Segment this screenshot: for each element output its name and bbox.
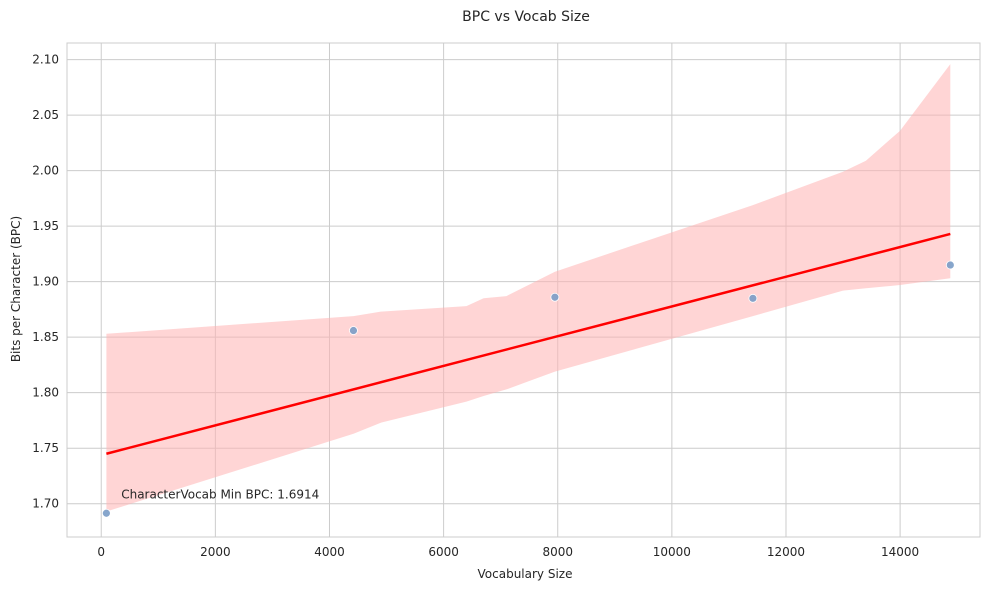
data-point — [945, 260, 955, 270]
x-tick-label: 2000 — [200, 545, 231, 559]
x-tick-label: 10000 — [653, 545, 691, 559]
chart-title: BPC vs Vocab Size — [462, 9, 590, 25]
y-tick-labels: 1.70 1.75 1.80 1.85 1.90 1.95 2.00 2.05 2.10 — [32, 53, 59, 511]
data-points — [101, 260, 955, 518]
data-point — [349, 326, 358, 335]
min-bpc-annotation: CharacterVocab Min BPC: 1.6914 — [121, 488, 319, 502]
data-point — [748, 293, 758, 303]
x-tick-label: 0 — [97, 545, 105, 559]
x-tick-label: 6000 — [428, 545, 459, 559]
y-tick-label: 1.90 — [32, 275, 59, 289]
regression-line-path — [106, 232, 951, 455]
x-axis-label: Vocabulary Size — [478, 567, 573, 581]
y-tick-label: 1.95 — [32, 219, 59, 233]
x-tick-label: 4000 — [314, 545, 345, 559]
y-tick-label: 1.70 — [32, 497, 59, 511]
y-tick-label: 1.75 — [32, 441, 59, 455]
y-axis-label: Bits per Character (BPC) — [9, 216, 23, 362]
confidence-band-area — [106, 64, 951, 512]
plot-frame — [66, 42, 981, 538]
confidence-band — [106, 64, 951, 512]
regression-line — [106, 232, 951, 455]
y-tick-label: 2.00 — [32, 164, 59, 178]
x-tick-labels: 0 2000 4000 6000 8000 10000 12000 14000 — [97, 545, 919, 559]
data-point — [550, 292, 560, 302]
x-tick-label: 14000 — [881, 545, 919, 559]
y-tick-label: 2.10 — [32, 53, 59, 67]
x-tick-label: 12000 — [767, 545, 805, 559]
y-tick-label: 2.05 — [32, 108, 59, 122]
y-tick-label: 1.80 — [32, 386, 59, 400]
x-tick-label: 8000 — [542, 545, 573, 559]
plot-border — [66, 42, 981, 538]
data-point — [101, 508, 111, 518]
y-tick-label: 1.85 — [32, 330, 59, 344]
